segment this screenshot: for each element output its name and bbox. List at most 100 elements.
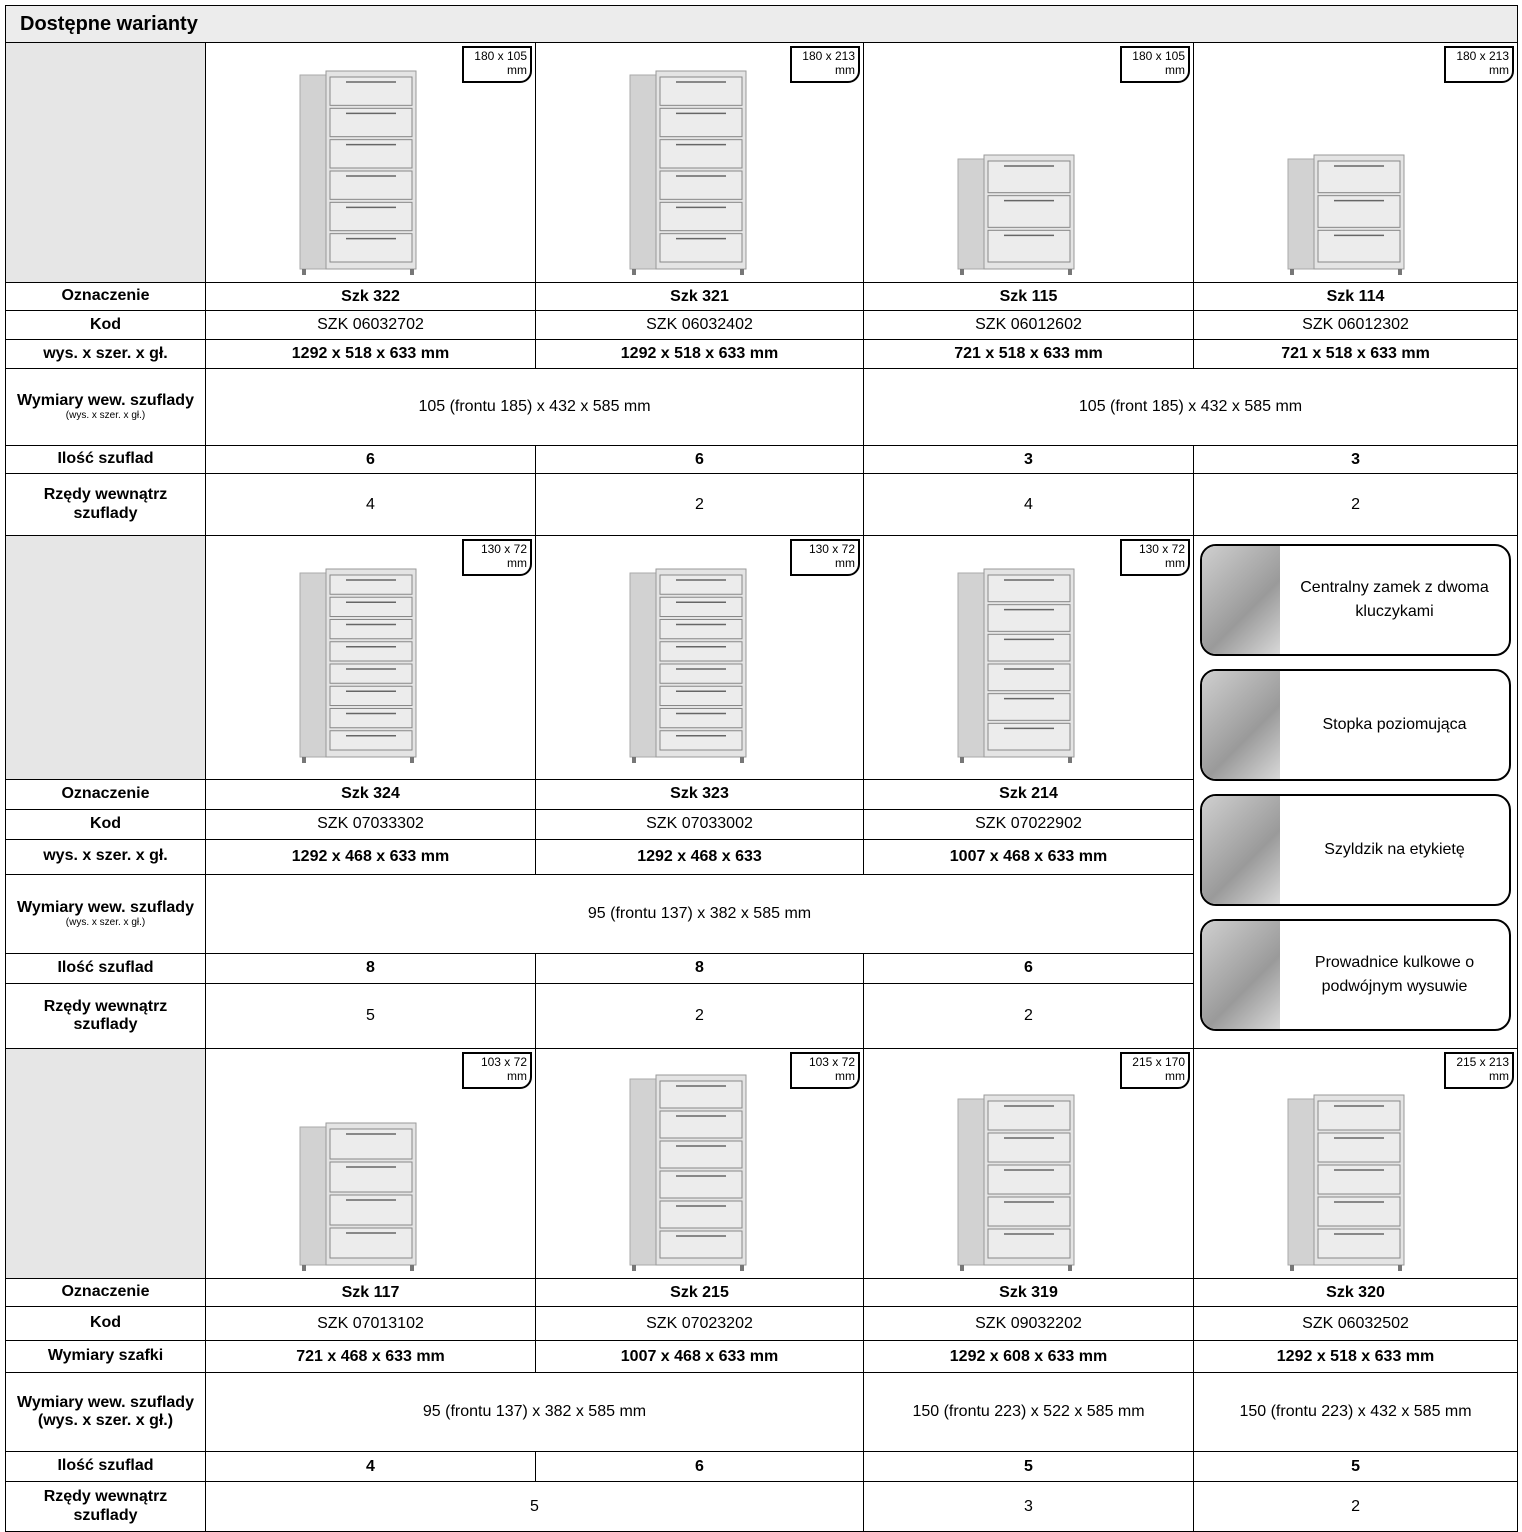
feature-text: Centralny zamek z dwoma kluczykami	[1300, 579, 1489, 620]
row-label: Kod	[5, 808, 206, 840]
image-row-header	[5, 1048, 206, 1279]
cabinet-part	[329, 138, 413, 168]
product-image-cell: 215 x 170 mm	[863, 1048, 1194, 1279]
value-cell: Szk 322	[205, 282, 536, 311]
value-cell: 8	[535, 952, 864, 984]
data-row: Kod SZK 07013102 SZK 07023202 SZK 09032202 S…	[5, 1306, 1519, 1341]
size-tag: 215 x 213 mm	[1444, 1052, 1515, 1089]
value-cell: SZK 06032402	[535, 310, 864, 340]
cabinet-part	[740, 268, 744, 275]
data-row: wys. x szer. x gł. 1292 x 468 x 633 mm 129…	[5, 838, 1518, 875]
cabinet-part	[987, 574, 1071, 603]
value-cell: SZK 07013102	[205, 1306, 536, 1341]
data-row: Ilość szuflad 8 8 6	[5, 952, 1518, 984]
feature-text: Prowadnice kulkowe o podwójnym wysuwie	[1314, 954, 1475, 995]
cabinet-image	[629, 568, 747, 764]
value-cell: 2	[1192, 473, 1519, 536]
data-row: Ilość szuflad 4 6 5 5	[5, 1451, 1519, 1482]
cabinet-part	[329, 708, 413, 729]
row-label-text: Rzędy wewnątrz szuflady	[43, 1488, 168, 1524]
cabinet-part	[329, 619, 413, 640]
cabinet-part	[1290, 268, 1294, 275]
value-cell: 5	[863, 1451, 1194, 1482]
value-cell: 4	[205, 473, 536, 536]
cabinet-part	[659, 1200, 743, 1228]
data-row: Wymiary wew. szuflady (wys. x szer. x gł…	[5, 1372, 1519, 1452]
cabinet-part	[987, 634, 1071, 662]
cabinet-part	[659, 597, 743, 618]
table-title: Dostępne warianty	[4, 5, 1519, 43]
row-label-text: Kod	[89, 814, 122, 832]
value-cell: 150 (frontu 223) x 522 x 585 mm	[863, 1372, 1194, 1452]
variants-table: Dostępne warianty 180 x 105 mm 180 x 213 …	[4, 5, 1519, 1532]
cabinet-part	[329, 170, 413, 200]
cabinet-part	[987, 1132, 1071, 1162]
data-row: wys. x szer. x gł. 1292 x 518 x 633 mm 129…	[5, 339, 1519, 369]
value-cell: SZK 07033302	[205, 808, 536, 840]
row-label-text: Oznaczenie	[61, 1283, 150, 1301]
value-cell: 6	[205, 445, 536, 474]
product-image-cell: 130 x 72 mm	[863, 535, 1194, 780]
image-row-header	[5, 535, 206, 780]
data-row: Rzędy wewnątrz szuflady 5 3 2	[5, 1481, 1519, 1532]
data-row: Oznaczenie Szk 324 Szk 323 Szk 214	[5, 778, 1518, 810]
feature-image	[1202, 546, 1280, 654]
row-label-text: Kod	[89, 315, 122, 333]
value-cell: Szk 214	[863, 778, 1194, 810]
cabinet-part	[987, 693, 1071, 722]
row-label: Rzędy wewnątrz szuflady	[5, 1481, 206, 1532]
value-cell: 6	[535, 1451, 864, 1482]
value-cell: 2	[535, 982, 864, 1050]
feature-image	[1202, 921, 1280, 1029]
cabinet-part	[659, 574, 743, 596]
cabinet-part	[329, 107, 413, 137]
data-row: Kod SZK 06032702 SZK 06032402 SZK 06012602 S…	[5, 310, 1519, 340]
cabinet-part	[329, 663, 413, 685]
cabinet-part	[302, 268, 306, 275]
value-cell: 95 (frontu 137) x 382 x 585 mm	[205, 873, 1194, 954]
row-label: wys. x szer. x gł.	[5, 838, 206, 875]
value-cell: 3	[863, 445, 1194, 474]
value-cell: Szk 114	[1192, 282, 1519, 311]
row-label: Wymiary wew. szuflady (wys. x szer. x gł.…	[5, 368, 206, 446]
value-cell: SZK 07022902	[863, 808, 1194, 840]
cabinet-image	[957, 568, 1075, 764]
value-cell: SZK 06012602	[863, 310, 1194, 340]
size-tag: 180 x 105 mm	[462, 46, 532, 83]
value-cell: SZK 09032202	[863, 1306, 1194, 1341]
size-tag: 130 x 72 mm	[1120, 539, 1190, 576]
row-label: Ilość szuflad	[5, 445, 206, 474]
value-cell: 6	[863, 952, 1194, 984]
cabinet-part	[302, 757, 306, 764]
cabinet-part	[410, 1264, 414, 1271]
value-cell: 95 (frontu 137) x 382 x 585 mm	[205, 1372, 864, 1452]
value-cell: 3	[863, 1481, 1194, 1532]
cabinet-part	[299, 1126, 327, 1265]
cabinet-image	[299, 568, 417, 764]
cabinet-part	[329, 641, 413, 662]
data-row: Oznaczenie Szk 322 Szk 321 Szk 115 Szk 114	[5, 282, 1519, 311]
data-row: Rzędy wewnątrz szuflady 4 2 4 2	[5, 473, 1519, 536]
product-image-cell: 215 x 213 mm	[1192, 1048, 1519, 1279]
data-row: Kod SZK 07033302 SZK 07033002 SZK 07022902	[5, 808, 1518, 840]
cabinet-part	[960, 757, 964, 764]
cabinet-part	[960, 1264, 964, 1271]
cabinet-image	[629, 1074, 747, 1271]
image-row: 180 x 105 mm 180 x 213 mm 180 x 105 mm 180 …	[5, 42, 1519, 283]
value-cell: 4	[863, 473, 1194, 536]
row-label: Oznaczenie	[5, 778, 206, 810]
size-tag: 103 x 72 mm	[790, 1052, 860, 1089]
value-cell: Szk 117	[205, 1278, 536, 1307]
cabinet-part	[987, 160, 1071, 193]
cabinet-image	[957, 1094, 1075, 1271]
value-cell: 105 (frontu 185) x 432 x 585 mm	[205, 368, 864, 446]
cabinet-part	[629, 74, 657, 269]
row-label-text: Rzędy wewnątrz szuflady	[43, 486, 168, 522]
data-row: Wymiary szafki 721 x 468 x 633 mm 1007 x 4…	[5, 1340, 1519, 1373]
variants-table-wrap: Dostępne warianty 180 x 105 mm 180 x 213 …	[4, 5, 1519, 1532]
cabinet-part	[987, 723, 1071, 751]
value-cell: 1292 x 518 x 633 mm	[205, 339, 536, 369]
cabinet-part	[632, 757, 636, 764]
cabinet-image	[299, 1122, 417, 1271]
cabinet-part	[410, 268, 414, 275]
